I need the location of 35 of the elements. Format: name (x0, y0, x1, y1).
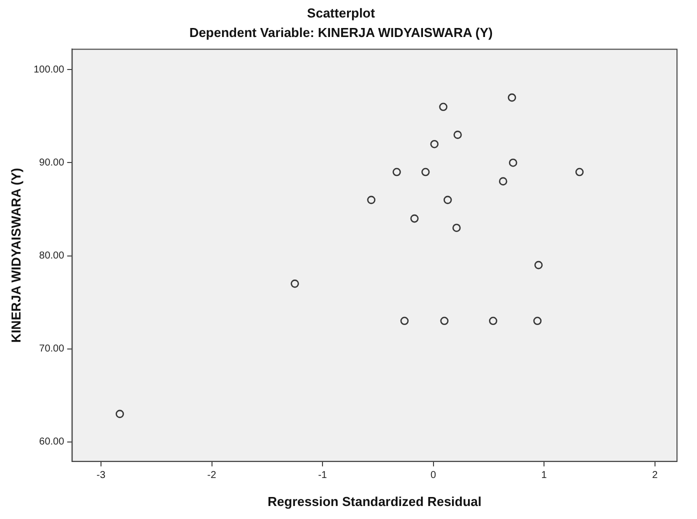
point (392, 168, 401, 176)
point (575, 168, 584, 176)
point (488, 316, 498, 326)
point (400, 316, 409, 326)
point (498, 177, 508, 186)
x-tick-label: 0 (430, 470, 437, 482)
point (410, 214, 419, 223)
y-tick-label: 70.00 (39, 344, 65, 355)
point (508, 93, 516, 102)
point (439, 102, 448, 112)
x-tick-label: 2 (652, 470, 658, 482)
y-tick-label: 90.00 (39, 157, 65, 168)
point (534, 260, 543, 270)
point (367, 196, 376, 204)
point (430, 140, 439, 148)
point (454, 130, 462, 139)
chart-title: Scatterplot (307, 5, 376, 20)
y-tick-label: 100.00 (34, 64, 65, 76)
y-tick-label: 80.00 (39, 250, 65, 262)
point (421, 168, 430, 176)
point (444, 196, 452, 204)
point (116, 410, 124, 418)
point (452, 224, 461, 232)
point (533, 316, 542, 326)
x-tick-label: -1 (318, 470, 328, 482)
x-tick-label: -3 (96, 470, 106, 482)
y-tick-label: 60.00 (39, 436, 65, 448)
point (440, 316, 449, 326)
x-axis-title: Regression Standardized Residual (268, 494, 482, 509)
x-tick-label: -2 (207, 470, 217, 482)
point (508, 158, 518, 167)
y-axis-title: KINERJA WIDYAISWARA (Y) (8, 168, 24, 343)
x-tick-label: 1 (541, 470, 548, 482)
point (290, 280, 299, 288)
chart-subtitle: Dependent Variable: KINERJA WIDYAISWARA (Y) (189, 24, 493, 40)
